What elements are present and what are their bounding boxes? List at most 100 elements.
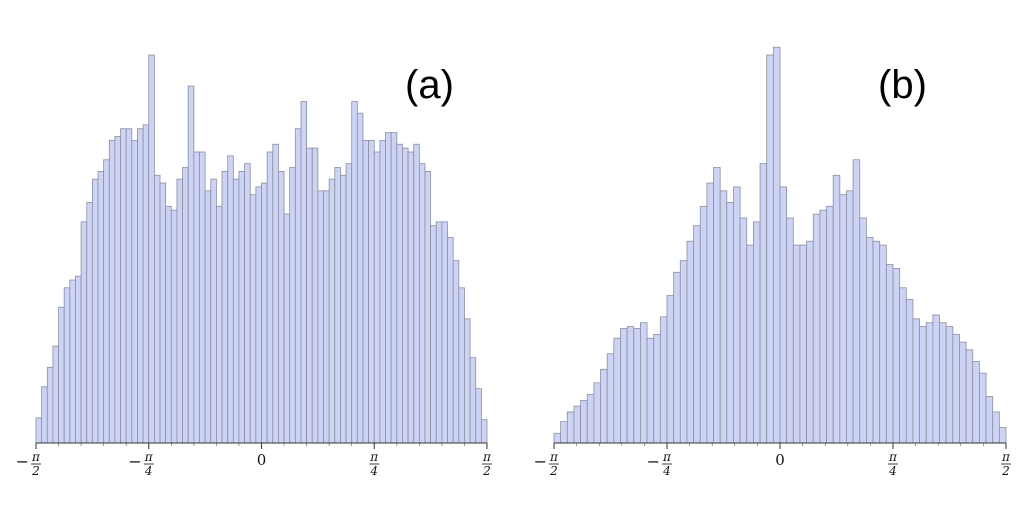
histogram-bar [920,327,927,443]
histogram-bar [290,168,296,443]
histogram-bar [594,383,601,443]
tick-label-denominator: 4 [144,464,153,478]
histogram-bar [476,389,482,443]
histogram-bar [846,191,853,443]
histogram-bar [714,168,721,443]
tick-label-sign: − [128,452,141,471]
histogram-bar [720,191,727,443]
histogram-bar [36,418,42,443]
histogram-bar [767,55,774,443]
histogram-bar [760,164,767,443]
histogram-bar [177,179,183,443]
histogram-bar [753,222,760,443]
histogram-bar [747,245,754,443]
histogram-bar [459,288,465,443]
histogram-bar [694,226,701,443]
histogram-bar [886,265,893,443]
histogram-bar [940,323,947,443]
histogram-bar [59,307,65,443]
histogram-bar [913,319,920,443]
tick-label-numerator: π [1001,450,1011,464]
histogram-bar [900,288,907,443]
histogram-bar [278,171,284,443]
histogram-bar [42,387,48,443]
histogram-bar [166,206,172,443]
histogram-bar [860,218,867,443]
histogram-bar [307,148,313,443]
histogram-bar [464,319,470,443]
histogram-bar [953,334,960,443]
histogram-bar [47,367,53,443]
histogram-bar [787,218,794,443]
histogram-bar [256,187,262,443]
histogram-bar [993,412,1000,443]
histogram-bar [425,171,431,443]
histogram-bar [363,140,369,443]
histogram-bar [554,433,561,443]
histogram-bar [340,175,346,443]
histogram-bar [262,183,268,443]
panel-a-bars [36,55,487,443]
histogram-bar [171,210,177,443]
histogram-bar [833,175,840,443]
tick-label-sign: − [16,452,29,471]
tick-label-sign: − [534,452,547,471]
histogram-bar [183,168,189,443]
histogram-bar [627,327,634,443]
tick-label-numerator: π [482,450,492,464]
tick-label-denominator: 2 [31,464,40,478]
histogram-bar [946,327,953,443]
histogram-bar [109,140,115,443]
histogram-bar [98,171,104,443]
tick-label-denominator: 2 [482,464,491,478]
panel-b-label: (b) [878,63,927,107]
histogram-bar [574,406,581,443]
histogram-bar [222,171,228,443]
tick-label-sign: − [647,452,660,471]
histogram-bar [245,164,251,443]
histogram-bar [346,164,352,443]
histogram-bar [680,261,687,443]
histogram-bar [926,323,933,443]
histogram-bar [906,299,913,443]
histogram-bar [654,334,661,443]
histogram-bar [126,129,132,443]
histogram-bar [561,422,568,443]
histogram-bar [137,129,143,443]
histogram-bar [273,144,279,443]
tick-label-numerator: π [662,450,672,464]
histogram-bar [369,140,375,443]
histogram-bar [154,175,160,443]
histogram-bar [436,222,442,443]
histogram-bar [211,179,217,443]
histogram-bar [453,261,459,443]
histogram-bar [866,237,873,443]
histogram-bar [481,420,487,443]
tick-label: 0 [257,451,267,469]
histogram-bar [567,412,574,443]
tick-label-numerator: π [31,450,41,464]
histogram-bar [228,156,234,443]
panel-b-ticks [554,443,1006,449]
histogram-bar [335,168,341,443]
histogram-bar [205,191,211,443]
histogram-bar [386,133,392,443]
histogram-bar [64,288,70,443]
histogram-bar [640,323,647,443]
histogram-bar [81,222,87,443]
histogram-bar [607,354,614,443]
histogram-bar [733,187,740,443]
histogram-bar [873,241,880,443]
histogram-bar [132,140,138,443]
histogram-bar [601,369,608,443]
histogram-bar [793,245,800,443]
histogram-bar [986,396,993,443]
histogram-bar [121,129,127,443]
histogram-bar [149,55,155,443]
histogram-bar [647,338,654,443]
histogram-bar [587,395,594,444]
